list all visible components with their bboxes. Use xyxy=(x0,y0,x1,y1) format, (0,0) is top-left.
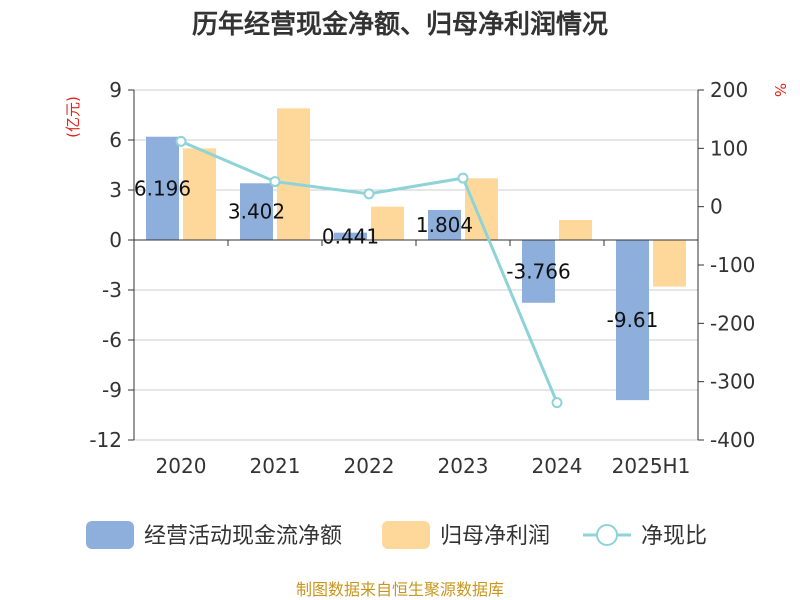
right-axis-unit: % xyxy=(771,83,789,97)
left-tick-label: -3 xyxy=(102,278,122,302)
legend-label: 经营活动现金流净额 xyxy=(144,524,342,549)
data-label: -9.61 xyxy=(607,308,659,332)
bar-net-profit xyxy=(465,178,498,240)
left-tick-label: 9 xyxy=(109,78,122,102)
bar-net-profit xyxy=(183,148,216,240)
legend-swatch xyxy=(86,521,134,549)
left-tick-label: 6 xyxy=(109,128,122,152)
net-cash-ratio-point xyxy=(551,397,563,409)
left-tick-label: -12 xyxy=(89,428,122,452)
right-tick-label: -100 xyxy=(710,253,755,277)
net-cash-ratio-point xyxy=(457,172,469,184)
category-label: 2024 xyxy=(532,454,583,478)
axes xyxy=(128,89,704,441)
data-label: -3.766 xyxy=(506,259,570,283)
net-cash-ratio-line xyxy=(180,139,559,404)
legend-marker xyxy=(596,524,618,546)
data-label: 0.441 xyxy=(322,224,379,248)
data-label: 3.402 xyxy=(228,200,285,224)
bar-cashflow xyxy=(616,240,649,401)
left-tick-label: -9 xyxy=(102,378,122,402)
legend: 经营活动现金流净额 归母净利润 净现比 xyxy=(86,521,707,549)
right-tick-label: -200 xyxy=(710,311,755,335)
bar-net-profit xyxy=(371,206,404,240)
left-tick-label: -6 xyxy=(102,328,122,352)
bar-cashflow xyxy=(240,183,273,240)
bar-cashflow xyxy=(522,240,555,303)
line-series xyxy=(175,135,563,409)
bars xyxy=(146,108,686,401)
right-tick-label: -400 xyxy=(710,428,755,452)
left-axis-unit: (亿元) xyxy=(64,96,82,138)
bar-cashflow xyxy=(428,209,461,240)
right-tick-label: 200 xyxy=(710,78,748,102)
right-tick-label: 0 xyxy=(710,195,723,219)
data-labels: 6.196 3.402 0.441 1.804 -3.766 -9.61 xyxy=(134,176,659,332)
bar-net-profit xyxy=(559,220,592,240)
data-label: 1.804 xyxy=(416,213,473,237)
chart-title: 历年经营现金净额、归母净利润情况 xyxy=(192,9,608,40)
legend-swatch xyxy=(382,521,430,549)
bar-cashflow xyxy=(146,136,179,240)
right-tick-label: -300 xyxy=(710,370,755,394)
net-cash-ratio-point xyxy=(269,176,281,188)
category-label: 2021 xyxy=(250,454,301,478)
category-label: 2025H1 xyxy=(612,454,691,478)
net-cash-ratio-point xyxy=(175,135,187,147)
data-label: 6.196 xyxy=(134,176,191,200)
left-tick-label: 3 xyxy=(109,178,122,202)
category-label: 2022 xyxy=(344,454,395,478)
source-note: 制图数据来自恒生聚源数据库 xyxy=(296,580,504,599)
bar-cashflow xyxy=(334,232,367,240)
gridlines xyxy=(134,89,698,441)
legend-label: 净现比 xyxy=(641,524,707,549)
category-label: 2020 xyxy=(156,454,207,478)
tick-labels: 9 6 3 0 -3 -6 -9 -12 200 100 0 -100 -200 -300 -400 2020… xyxy=(89,78,755,478)
bar-net-profit xyxy=(653,240,686,287)
legend-label: 归母净利润 xyxy=(440,524,550,549)
bar-net-profit xyxy=(277,108,310,240)
category-label: 2023 xyxy=(438,454,489,478)
left-tick-label: 0 xyxy=(109,228,122,252)
right-tick-label: 100 xyxy=(710,136,748,160)
net-cash-ratio-point xyxy=(363,188,375,200)
